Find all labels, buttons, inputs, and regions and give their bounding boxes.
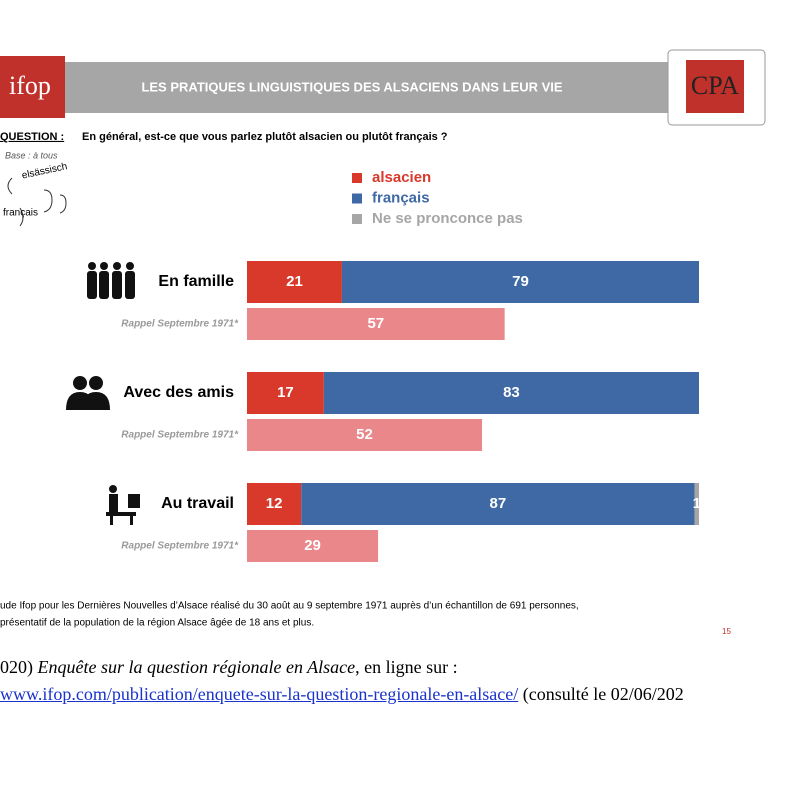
value-label: 12 (266, 495, 283, 512)
recall-label: Rappel Septembre 1971* (121, 319, 239, 330)
icon-word: elsässisch (21, 161, 68, 181)
recall-label: Rappel Septembre 1971* (121, 541, 239, 552)
value-label: 17 (277, 384, 294, 401)
bar-segment (341, 261, 699, 303)
category-label: En famille (158, 273, 234, 290)
value-label: 1 (693, 495, 701, 512)
icon-work (106, 485, 140, 525)
legend-label: français (372, 189, 430, 206)
bar-segment (323, 372, 699, 414)
logo-left: ifop (9, 71, 51, 100)
value-label: 52 (356, 426, 373, 443)
bar-segment (301, 483, 695, 525)
header-title: LES PRATIQUES LINGUISTIQUES DES ALSACIEN… (141, 79, 562, 94)
recall-label: Rappel Septembre 1971* (121, 430, 239, 441)
legend-swatch (352, 214, 362, 224)
recall-bar (247, 419, 483, 451)
value-label: 87 (490, 495, 507, 512)
value-label: 57 (367, 315, 384, 332)
logo-left-box (0, 56, 65, 118)
page-number: 15 (722, 627, 731, 636)
recall-bar (247, 308, 505, 340)
value-label: 79 (512, 273, 529, 290)
legend-label: alsacien (372, 169, 431, 186)
base: Base : à tous (5, 150, 58, 160)
legend-label: Ne se pronconce pas (372, 210, 523, 227)
citation-title: Enquête sur la question régionale en Als… (37, 657, 356, 677)
header-bar (65, 62, 690, 113)
bar-segment (247, 372, 324, 414)
category-label: Avec des amis (123, 384, 234, 401)
citation-middle: , en ligne sur : (355, 657, 458, 677)
footnote: ude Ifop pour les Dernières Nouvelles d’… (0, 601, 579, 612)
question: En général, est-ce que vous parlez plutô… (82, 131, 448, 143)
recall-bar (247, 530, 379, 562)
logo-right: CPA (691, 71, 739, 100)
icon-friends (66, 376, 110, 410)
legend-swatch (352, 173, 362, 183)
bar-segment (247, 261, 342, 303)
citation-suffix: (consulté le 02/06/202 (518, 684, 684, 704)
speech-icon (7, 177, 67, 227)
icon-word: français (3, 208, 38, 219)
icon-family (87, 262, 135, 299)
citation-url[interactable]: www.ifop.com/publication/enquete-sur-la-… (0, 684, 519, 704)
question-label: QUESTION : (0, 131, 64, 143)
bar-segment (694, 483, 699, 525)
bar-segment (247, 483, 302, 525)
legend-swatch (352, 193, 362, 204)
value-label: 83 (503, 384, 520, 401)
citation-line: www.ifop.com/publication/enquete-sur-la-… (0, 684, 684, 705)
category-label: Au travail (161, 495, 234, 512)
value-label: 29 (304, 537, 321, 554)
logo-right-box (686, 60, 744, 113)
value-label: 21 (286, 273, 303, 290)
citation: 020) Enquête sur la question régionale e… (0, 657, 458, 678)
footnote: présentatif de la population de la régio… (0, 618, 314, 629)
chart: ifop LES PRATIQUES LINGUISTIQUES DES ALS… (0, 49, 766, 636)
citation-prefix: 020) (0, 657, 38, 677)
